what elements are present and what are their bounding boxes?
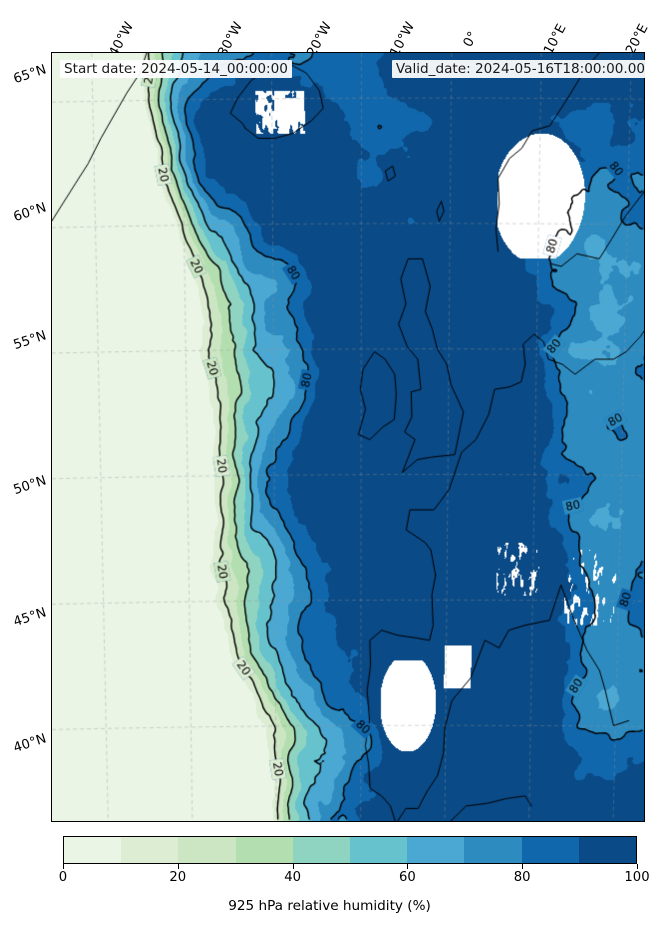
colorbar-ticklabel-100: 100 xyxy=(624,870,650,885)
colorbar-tickmark-80 xyxy=(522,864,524,869)
colorbar[interactable] xyxy=(63,836,637,864)
colorbar-band-20-30 xyxy=(178,837,236,863)
lat-tick-65n: 65°N xyxy=(11,62,49,88)
humidity-field-raster xyxy=(52,53,644,821)
colorbar-tickmark-100 xyxy=(637,864,638,869)
colorbar-label: 925 hPa relative humidity (%) xyxy=(228,898,431,914)
valid-date-label: Valid_date: 2024-05-16T18:00:00.00 xyxy=(391,60,649,78)
colorbar-tickmark-40 xyxy=(292,864,294,869)
lon-tick-0: 0° xyxy=(460,29,482,50)
colorbar-band-10-20 xyxy=(121,837,179,863)
colorbar-ticklabel-0: 0 xyxy=(58,870,68,885)
colorbar-band-70-80 xyxy=(464,837,522,863)
lat-tick-40n: 40°N xyxy=(11,731,49,757)
colorbar-tickmark-0 xyxy=(63,864,64,869)
colorbar-band-40-50 xyxy=(292,837,351,863)
lat-tick-50n: 50°N xyxy=(11,473,49,499)
colorbar-ticklabel-80: 80 xyxy=(513,870,531,885)
colorbar-ticklabel-40: 40 xyxy=(284,870,301,885)
colorbar-ticklabel-20: 20 xyxy=(169,870,187,885)
colorbar-band-60-70 xyxy=(407,837,465,863)
colorbar-band-80-90 xyxy=(521,837,579,863)
lat-tick-45n: 45°N xyxy=(11,605,49,631)
start-date-label: Start date: 2024-05-14_00:00:00 xyxy=(60,60,292,78)
colorbar-band-50-60 xyxy=(350,837,408,863)
colorbar-tickmark-60 xyxy=(407,864,409,869)
colorbar-ticklabel-60: 60 xyxy=(399,870,416,885)
colorbar-tickmark-20 xyxy=(177,864,179,869)
map-plot-area[interactable] xyxy=(51,52,645,822)
colorbar-band-0-10 xyxy=(64,837,122,863)
colorbar-band-90-100 xyxy=(578,837,637,863)
colorbar-band-30-40 xyxy=(235,837,293,863)
lat-tick-60n: 60°N xyxy=(11,200,49,226)
lat-tick-55n: 55°N xyxy=(11,328,49,354)
